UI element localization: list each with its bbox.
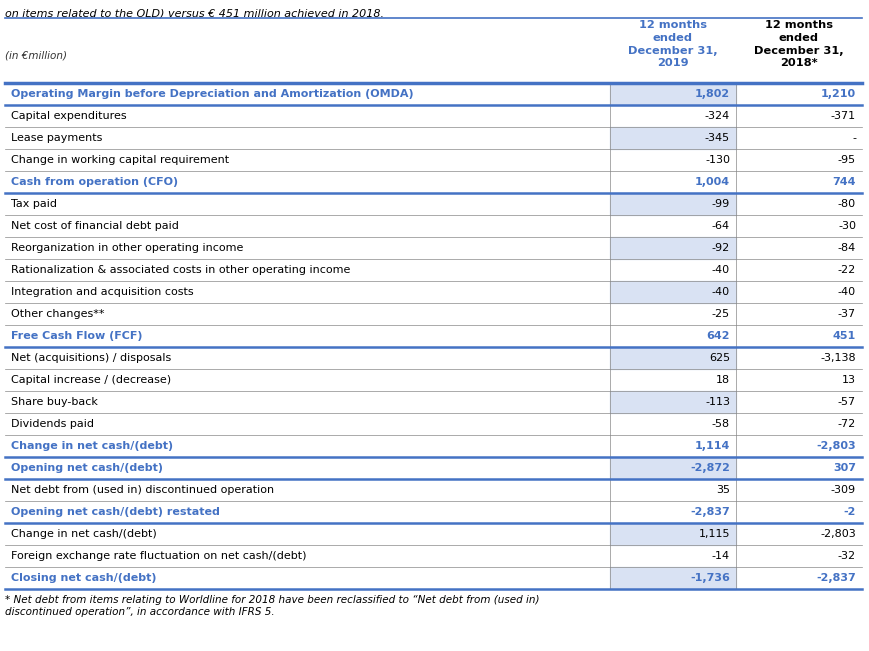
Text: Lease payments: Lease payments (11, 133, 103, 143)
Text: -2: -2 (843, 507, 855, 517)
Text: -32: -32 (837, 551, 855, 561)
Text: 744: 744 (832, 177, 855, 187)
Text: Change in net cash/(debt): Change in net cash/(debt) (11, 529, 156, 539)
Text: 18: 18 (715, 375, 729, 385)
Text: Tax paid: Tax paid (11, 199, 57, 209)
Text: 1,004: 1,004 (694, 177, 729, 187)
Text: 1,115: 1,115 (698, 529, 729, 539)
Text: -84: -84 (837, 243, 855, 253)
Text: -95: -95 (837, 155, 855, 165)
Text: 451: 451 (832, 331, 855, 341)
Text: Change in net cash/(debt): Change in net cash/(debt) (11, 441, 173, 451)
Text: 642: 642 (706, 331, 729, 341)
Text: -40: -40 (711, 265, 729, 275)
Text: Free Cash Flow (FCF): Free Cash Flow (FCF) (11, 331, 143, 341)
Text: -25: -25 (711, 309, 729, 319)
Text: -72: -72 (837, 419, 855, 429)
Text: 1,114: 1,114 (693, 441, 729, 451)
Text: -14: -14 (711, 551, 729, 561)
Bar (609, 193, 735, 215)
Text: -2,872: -2,872 (689, 463, 729, 473)
Bar (609, 127, 735, 149)
Text: 625: 625 (708, 353, 729, 363)
Text: Capital expenditures: Capital expenditures (11, 111, 127, 121)
Text: on items related to the OLD) versus € 451 million achieved in 2018.: on items related to the OLD) versus € 45… (5, 8, 383, 18)
Text: Net cost of financial debt paid: Net cost of financial debt paid (11, 221, 179, 231)
Text: 12 months
ended
December 31,
2018*: 12 months ended December 31, 2018* (753, 20, 843, 68)
Text: -2,837: -2,837 (689, 507, 729, 517)
Text: 1,210: 1,210 (820, 89, 855, 99)
Text: Operating Margin before Depreciation and Amortization (OMDA): Operating Margin before Depreciation and… (11, 89, 413, 99)
Text: -80: -80 (837, 199, 855, 209)
Text: Rationalization & associated costs in other operating income: Rationalization & associated costs in ot… (11, 265, 350, 275)
Text: Opening net cash/(debt) restated: Opening net cash/(debt) restated (11, 507, 220, 517)
Text: Closing net cash/(debt): Closing net cash/(debt) (11, 573, 156, 583)
Text: (in €million): (in €million) (5, 51, 67, 61)
Text: -64: -64 (711, 221, 729, 231)
Text: Reorganization in other operating income: Reorganization in other operating income (11, 243, 243, 253)
Text: * Net debt from items relating to Worldline for 2018 have been reclassified to “: * Net debt from items relating to Worldl… (5, 595, 539, 616)
Text: -324: -324 (704, 111, 729, 121)
Text: Net (acquisitions) / disposals: Net (acquisitions) / disposals (11, 353, 171, 363)
Text: -2,837: -2,837 (815, 573, 855, 583)
Text: -57: -57 (837, 397, 855, 407)
Text: -30: -30 (837, 221, 855, 231)
Text: -37: -37 (837, 309, 855, 319)
Text: -130: -130 (704, 155, 729, 165)
Text: Other changes**: Other changes** (11, 309, 104, 319)
Text: 13: 13 (841, 375, 855, 385)
Bar (609, 347, 735, 369)
Bar (609, 281, 735, 303)
Text: -92: -92 (711, 243, 729, 253)
Text: Integration and acquisition costs: Integration and acquisition costs (11, 287, 194, 297)
Text: 12 months
ended
December 31,
2019: 12 months ended December 31, 2019 (627, 20, 717, 68)
Text: -2,803: -2,803 (815, 441, 855, 451)
Text: 307: 307 (832, 463, 855, 473)
Text: 1,802: 1,802 (694, 89, 729, 99)
Bar (609, 457, 735, 479)
Text: -99: -99 (711, 199, 729, 209)
Text: -1,736: -1,736 (689, 573, 729, 583)
Text: Cash from operation (CFO): Cash from operation (CFO) (11, 177, 178, 187)
Text: Net debt from (used in) discontinued operation: Net debt from (used in) discontinued ope… (11, 485, 274, 495)
Text: Share buy-back: Share buy-back (11, 397, 98, 407)
Text: -371: -371 (830, 111, 855, 121)
Bar (609, 567, 735, 589)
Bar (609, 391, 735, 413)
Text: -40: -40 (711, 287, 729, 297)
Text: -3,138: -3,138 (819, 353, 855, 363)
Text: -309: -309 (830, 485, 855, 495)
Text: Dividends paid: Dividends paid (11, 419, 94, 429)
Text: Change in working capital requirement: Change in working capital requirement (11, 155, 229, 165)
Text: -22: -22 (837, 265, 855, 275)
Bar (609, 237, 735, 259)
Text: -58: -58 (711, 419, 729, 429)
Text: Capital increase / (decrease): Capital increase / (decrease) (11, 375, 171, 385)
Text: 35: 35 (715, 485, 729, 495)
Text: -2,803: -2,803 (819, 529, 855, 539)
Bar (609, 83, 735, 105)
Text: Foreign exchange rate fluctuation on net cash/(debt): Foreign exchange rate fluctuation on net… (11, 551, 306, 561)
Text: -: - (851, 133, 855, 143)
Text: -113: -113 (704, 397, 729, 407)
Text: -345: -345 (704, 133, 729, 143)
Text: -40: -40 (837, 287, 855, 297)
Text: Opening net cash/(debt): Opening net cash/(debt) (11, 463, 163, 473)
Bar (609, 523, 735, 545)
